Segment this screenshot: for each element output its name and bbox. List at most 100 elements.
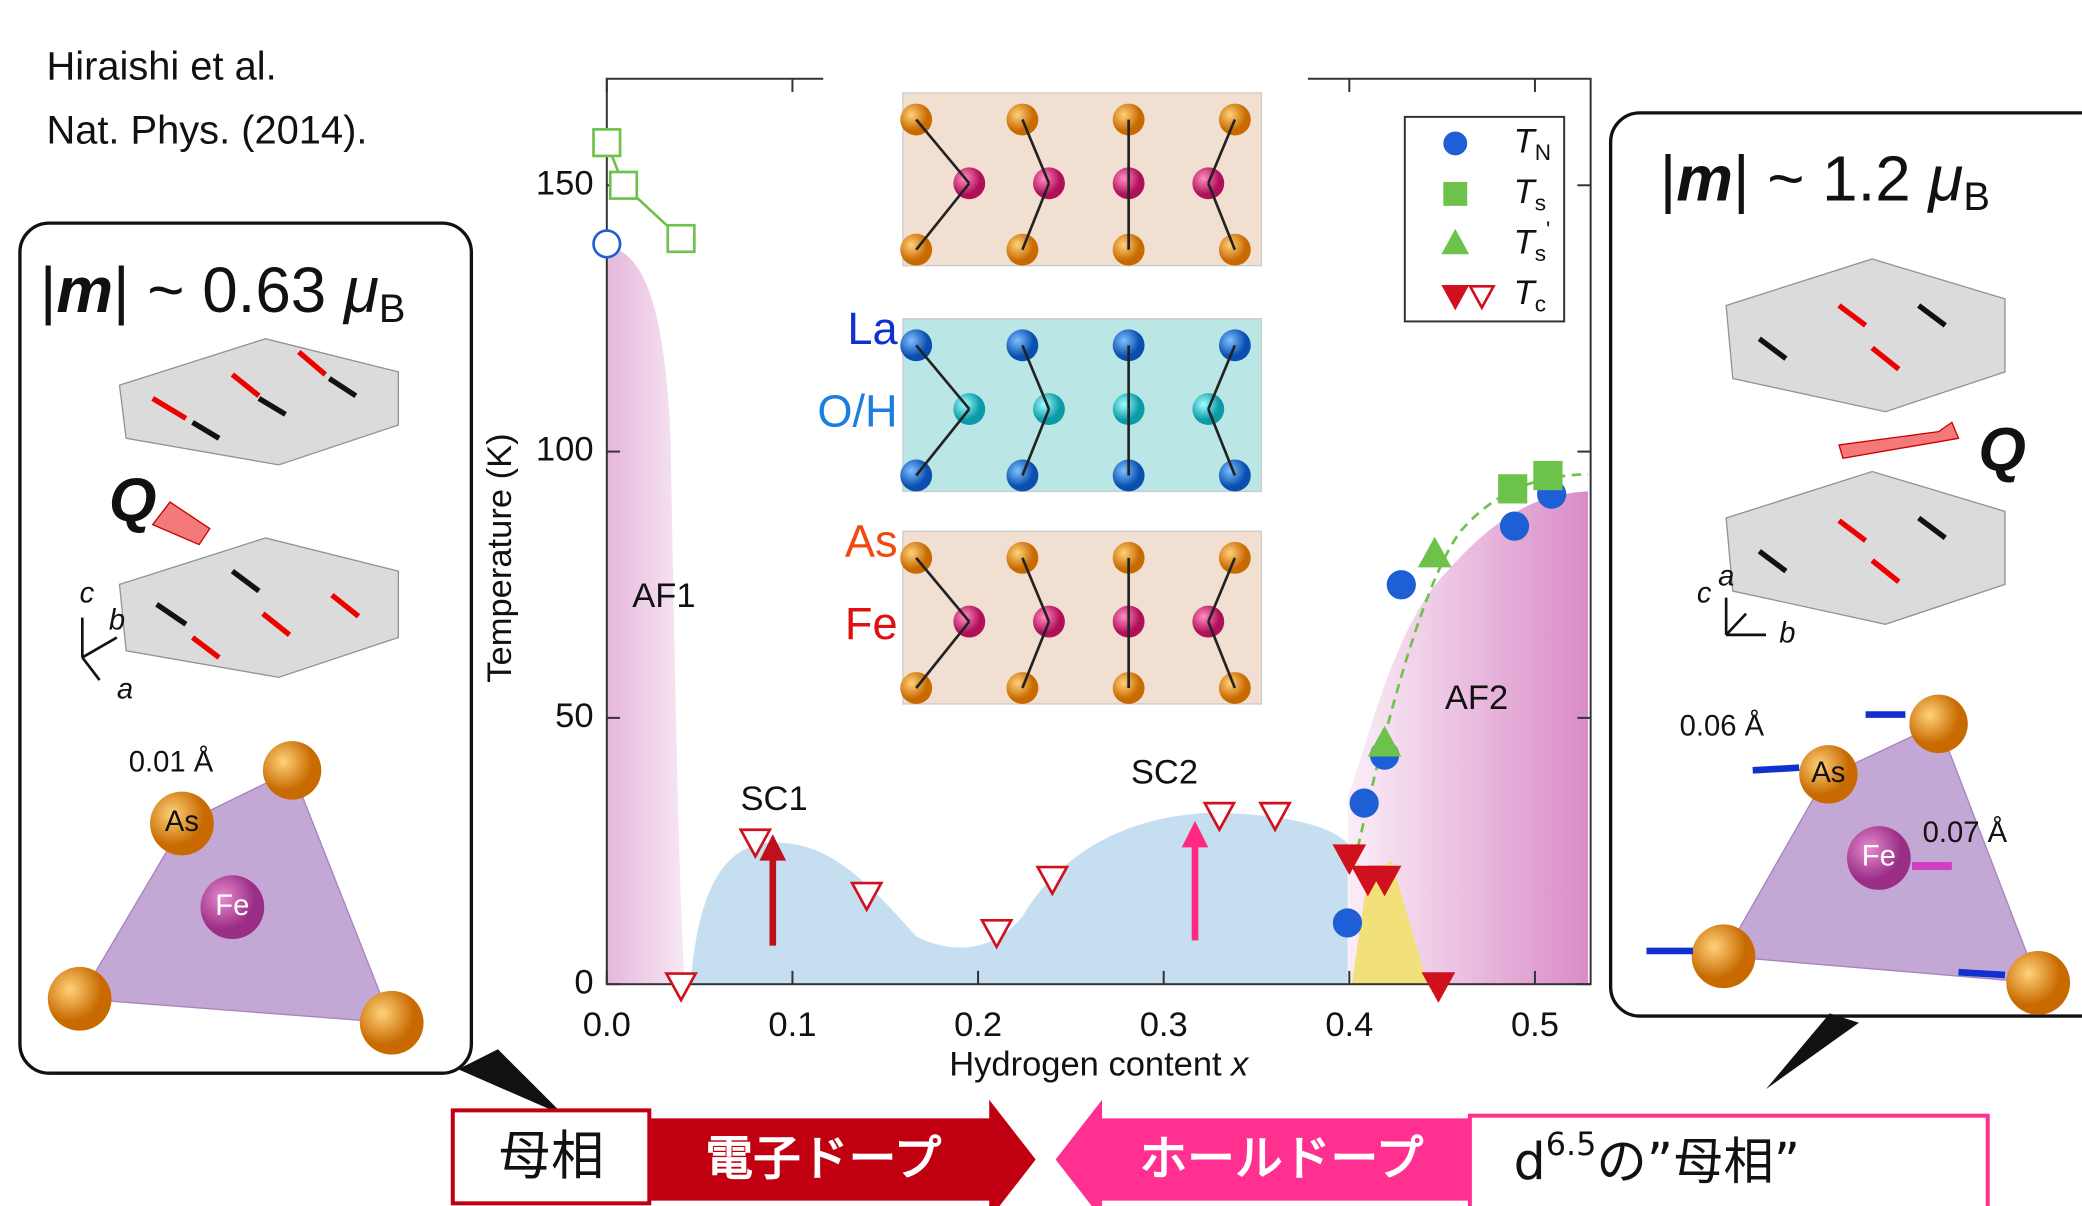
- t: N: [1535, 140, 1551, 165]
- t: m: [1676, 142, 1733, 214]
- t: |: [40, 254, 57, 326]
- marker: [1367, 865, 1402, 897]
- shift-label: 0.01 Å: [129, 745, 214, 778]
- atom-label: As: [1811, 757, 1845, 789]
- marker: [1386, 570, 1416, 600]
- shift-label: 0.07 Å: [1923, 816, 2008, 849]
- marker: [1498, 474, 1528, 504]
- citation: Hiraishi et al.: [46, 45, 276, 89]
- marker: [666, 223, 696, 254]
- axis-label: c: [80, 578, 95, 610]
- bond: [1207, 182, 1237, 251]
- axis-label: b: [109, 604, 125, 636]
- bond: [915, 408, 971, 477]
- y-tick-label: 100: [536, 431, 594, 469]
- bond: [1207, 557, 1237, 623]
- marker: [664, 972, 698, 1003]
- x-tick-label: 0.5: [1511, 1006, 1559, 1044]
- region-label: SC1: [741, 780, 808, 818]
- crystal-structure: La O/H As Fe: [817, 53, 1308, 744]
- bond: [1021, 557, 1051, 623]
- t: 6.5: [1546, 1125, 1597, 1163]
- d65-label: d6.5の”母相”: [1514, 1125, 1800, 1190]
- t: μ: [1926, 142, 1963, 214]
- axis-label: a: [117, 673, 133, 705]
- bond: [1021, 344, 1051, 410]
- callout-pointer: [1765, 1013, 1859, 1090]
- bond: [1021, 182, 1051, 251]
- fe-atom: [1846, 826, 1911, 890]
- t: の”母相”: [1596, 1131, 1800, 1190]
- t: T: [1514, 224, 1538, 262]
- bond: [915, 182, 971, 251]
- arrow-head: [1181, 820, 1209, 848]
- x-tick-label: 0.2: [954, 1006, 1002, 1044]
- y-axis-label: Temperature (K): [481, 433, 519, 682]
- t: μ: [342, 254, 379, 326]
- y-tick-label: 150: [536, 164, 594, 202]
- bond: [1207, 119, 1237, 184]
- octahedra: [1725, 258, 2006, 625]
- atom-label: As: [165, 806, 199, 838]
- q-label: Q: [109, 466, 157, 534]
- structure-label: As: [845, 515, 898, 566]
- marker: [1443, 181, 1468, 206]
- axis-label: a: [1718, 560, 1734, 592]
- bond: [1021, 408, 1051, 476]
- legend-label: TN: [1514, 123, 1551, 165]
- as-atom: [1909, 694, 1968, 754]
- atom-label: Fe: [1862, 841, 1896, 873]
- structure-label: La: [847, 303, 898, 354]
- t: | ~ 1.2: [1733, 142, 1928, 214]
- electron-label: 電子ドープ: [705, 1132, 941, 1187]
- t: d: [1514, 1131, 1546, 1190]
- marker: [1367, 725, 1402, 757]
- marker: [1258, 801, 1292, 833]
- t: T: [1514, 123, 1538, 161]
- axis-label: b: [1779, 618, 1795, 650]
- spins: [151, 349, 361, 660]
- marker: [1202, 801, 1237, 833]
- t: T: [1514, 173, 1538, 211]
- as-atom: [150, 791, 214, 856]
- parent-box: [450, 1108, 652, 1206]
- bond: [1207, 408, 1237, 476]
- t: m: [56, 254, 113, 326]
- t: |: [1660, 142, 1677, 214]
- marker: [849, 881, 884, 913]
- marker: [1441, 228, 1470, 255]
- axis-triad: [1724, 597, 1766, 637]
- bond: [1207, 621, 1237, 689]
- q-label: Q: [1978, 415, 2026, 483]
- t: c: [1535, 291, 1546, 316]
- displacement-arrows: [1646, 711, 2006, 979]
- as-atom: [1691, 924, 1756, 989]
- q-arrow: [1838, 421, 1960, 459]
- octahedra: [118, 337, 400, 679]
- marker: [1441, 285, 1470, 311]
- q-arrow: [151, 501, 211, 546]
- callout-pointer: [458, 1049, 565, 1116]
- bond: [1021, 621, 1051, 689]
- region-label: SC2: [1131, 753, 1198, 791]
- t: ': [1546, 217, 1550, 242]
- phase-regions: [606, 245, 1589, 985]
- marker: [738, 828, 773, 860]
- t: B: [379, 286, 406, 330]
- x-tick-label: 0.1: [768, 1006, 816, 1044]
- marker: [1349, 788, 1379, 818]
- spins: [1757, 303, 1947, 584]
- x-tick-label: 0.3: [1140, 1006, 1188, 1044]
- marker: [1332, 908, 1363, 938]
- parent-label: 母相: [498, 1125, 604, 1187]
- shift-label: 0.06 Å: [1680, 710, 1765, 743]
- axis-label: c: [1697, 578, 1712, 610]
- x-axis-label: Hydrogen content x: [949, 1046, 1250, 1084]
- as-atom: [359, 990, 424, 1055]
- sc-region: [690, 812, 1348, 985]
- structure-label: O/H: [817, 385, 897, 436]
- as-atom: [1799, 745, 1858, 804]
- bond: [1207, 344, 1237, 410]
